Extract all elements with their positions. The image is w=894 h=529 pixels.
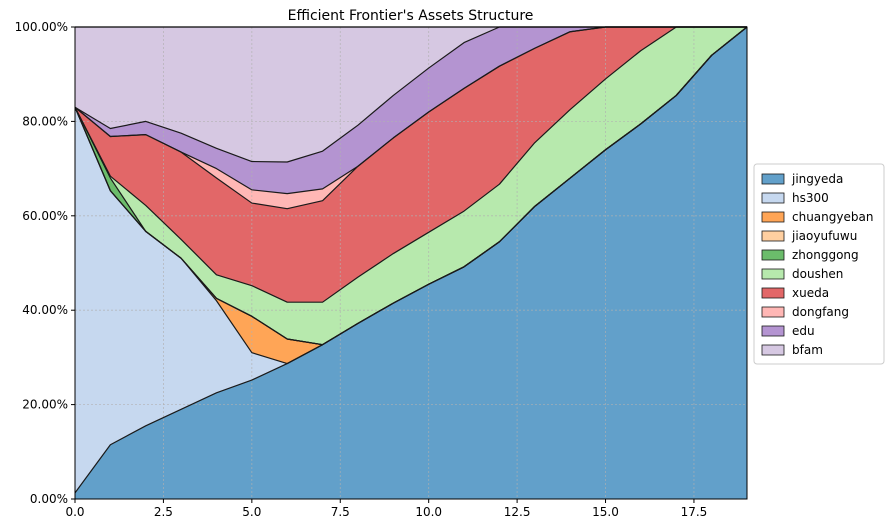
legend-label-edu: edu bbox=[792, 324, 815, 338]
legend-label-jingyeda: jingyeda bbox=[791, 172, 843, 186]
legend-swatch-jiaoyufuwu bbox=[761, 230, 785, 242]
legend-label-chuangyeban: chuangyeban bbox=[792, 210, 873, 224]
y-tick-label: 20.00% bbox=[22, 398, 68, 412]
legend-swatch-xueda bbox=[761, 287, 785, 299]
legend-label-bfam: bfam bbox=[792, 343, 823, 357]
grid-lines bbox=[75, 27, 747, 499]
legend-box bbox=[753, 163, 885, 365]
legend-swatch-edu bbox=[761, 325, 785, 337]
x-axis: 0.0 2.5 5.0 7.5 10.0 12.5 15.0 17.5 bbox=[65, 499, 707, 519]
legend-label-xueda: xueda bbox=[792, 286, 829, 300]
legend-label-jiaoyufuwu: jiaoyufuwu bbox=[791, 229, 857, 243]
x-tick-label: 5.0 bbox=[242, 505, 261, 519]
area-hs300 bbox=[75, 27, 747, 493]
x-tick-label: 2.5 bbox=[154, 505, 173, 519]
legend-label-zhonggong: zhonggong bbox=[792, 248, 859, 262]
boundary-zhonggong bbox=[74, 26, 748, 346]
x-tick-label: 7.5 bbox=[331, 505, 350, 519]
legend-swatch-doushen bbox=[761, 268, 785, 280]
legend: jingyeda hs300 chuangyeban jiaoyufuwu zhongg… bbox=[753, 163, 885, 365]
legend-swatch-chuangyeban bbox=[761, 211, 785, 223]
area-edu bbox=[75, 27, 747, 194]
y-tick-label: 100.00% bbox=[15, 20, 68, 34]
y-axis: 0.00% 20.00% 40.00% 60.00% 80.00% 100.00% bbox=[15, 20, 75, 506]
legend-swatch-hs300 bbox=[761, 192, 785, 204]
x-tick-label: 12.5 bbox=[504, 505, 531, 519]
legend-label-dongfang: dongfang bbox=[792, 305, 849, 319]
boundary-doushen bbox=[74, 26, 747, 303]
x-tick-label: 0.0 bbox=[65, 505, 84, 519]
chart-title: Efficient Frontier's Assets Structure bbox=[288, 8, 534, 24]
legend-label-hs300: hs300 bbox=[792, 191, 829, 205]
legend-swatch-jingyeda bbox=[761, 173, 785, 185]
y-tick-label: 0.00% bbox=[30, 492, 68, 506]
legend-swatch-zhonggong bbox=[761, 249, 785, 261]
area-xueda bbox=[75, 27, 747, 303]
y-tick-label: 40.00% bbox=[22, 303, 68, 317]
legend-label-doushen: doushen bbox=[792, 267, 843, 281]
legend-swatch-dongfang bbox=[761, 306, 785, 318]
area-doushen bbox=[75, 27, 747, 345]
area-bfam bbox=[75, 27, 747, 162]
x-tick-label: 17.5 bbox=[681, 505, 708, 519]
y-tick-label: 80.00% bbox=[22, 114, 68, 128]
plot-frame bbox=[74, 26, 748, 500]
area-jingyeda bbox=[75, 27, 747, 499]
x-tick-label: 15.0 bbox=[592, 505, 619, 519]
x-tick-label: 10.0 bbox=[415, 505, 442, 519]
legend-swatch-bfam bbox=[761, 344, 785, 356]
y-tick-label: 60.00% bbox=[22, 209, 68, 223]
stacked-areas bbox=[75, 27, 747, 499]
